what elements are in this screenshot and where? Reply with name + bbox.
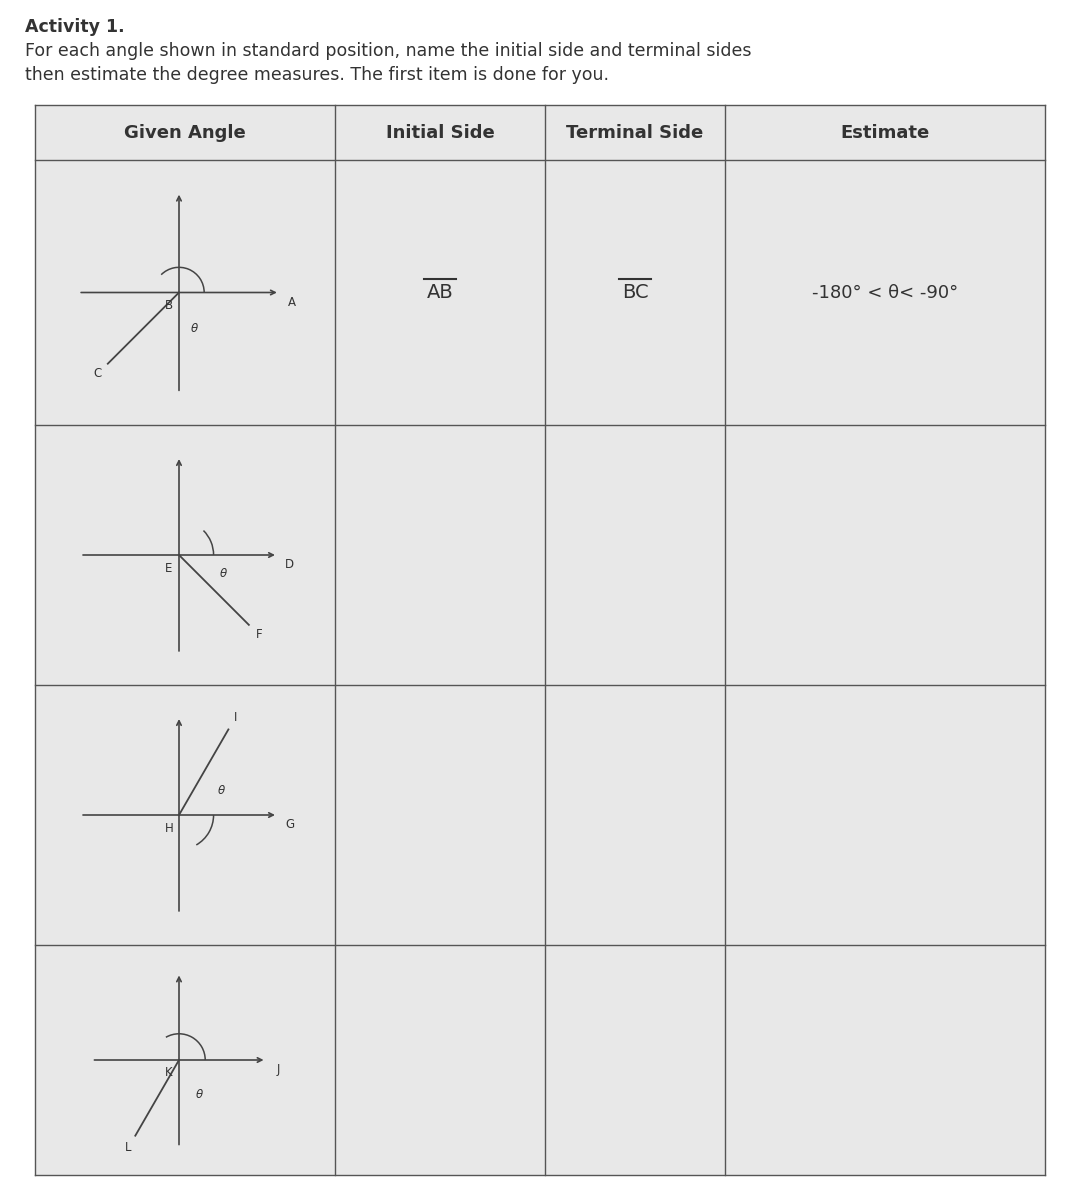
Text: I: I xyxy=(234,710,237,724)
Bar xyxy=(725,160,1045,425)
Text: H: H xyxy=(165,822,173,834)
Text: L: L xyxy=(125,1141,131,1154)
Text: E: E xyxy=(166,562,173,575)
Text: K: K xyxy=(166,1067,173,1080)
Bar xyxy=(335,160,545,425)
Bar xyxy=(335,685,545,946)
Bar xyxy=(545,104,725,160)
Text: θ: θ xyxy=(217,785,224,797)
Bar xyxy=(35,160,335,425)
Text: B: B xyxy=(165,299,173,312)
Bar xyxy=(545,425,725,685)
Bar xyxy=(545,946,725,1175)
Text: -180° < θ< -90°: -180° < θ< -90° xyxy=(811,283,958,301)
Text: AB: AB xyxy=(427,283,453,302)
Text: θ: θ xyxy=(190,322,198,335)
Bar xyxy=(725,104,1045,160)
Text: then estimate the degree measures. The first item is done for you.: then estimate the degree measures. The f… xyxy=(25,66,609,84)
Bar xyxy=(35,104,335,160)
Text: For each angle shown in standard position, name the initial side and terminal si: For each angle shown in standard positio… xyxy=(25,42,752,60)
Text: θ: θ xyxy=(196,1088,203,1102)
Text: G: G xyxy=(285,818,294,832)
Bar xyxy=(335,104,545,160)
Bar xyxy=(335,946,545,1175)
Text: Initial Side: Initial Side xyxy=(386,124,494,142)
Text: F: F xyxy=(255,629,262,641)
Text: Estimate: Estimate xyxy=(840,124,930,142)
Text: C: C xyxy=(94,367,102,380)
Bar xyxy=(35,425,335,685)
Bar xyxy=(545,160,725,425)
Bar xyxy=(725,425,1045,685)
Bar xyxy=(725,946,1045,1175)
Text: J: J xyxy=(277,1063,280,1076)
Text: Given Angle: Given Angle xyxy=(124,124,246,142)
Text: Terminal Side: Terminal Side xyxy=(567,124,703,142)
Text: A: A xyxy=(288,296,296,308)
Text: D: D xyxy=(285,558,294,571)
Bar xyxy=(35,946,335,1175)
Text: Activity 1.: Activity 1. xyxy=(25,18,125,36)
Bar xyxy=(335,425,545,685)
Text: θ: θ xyxy=(220,568,228,580)
Text: BC: BC xyxy=(622,283,648,302)
Bar xyxy=(725,685,1045,946)
Bar xyxy=(35,685,335,946)
Bar xyxy=(545,685,725,946)
